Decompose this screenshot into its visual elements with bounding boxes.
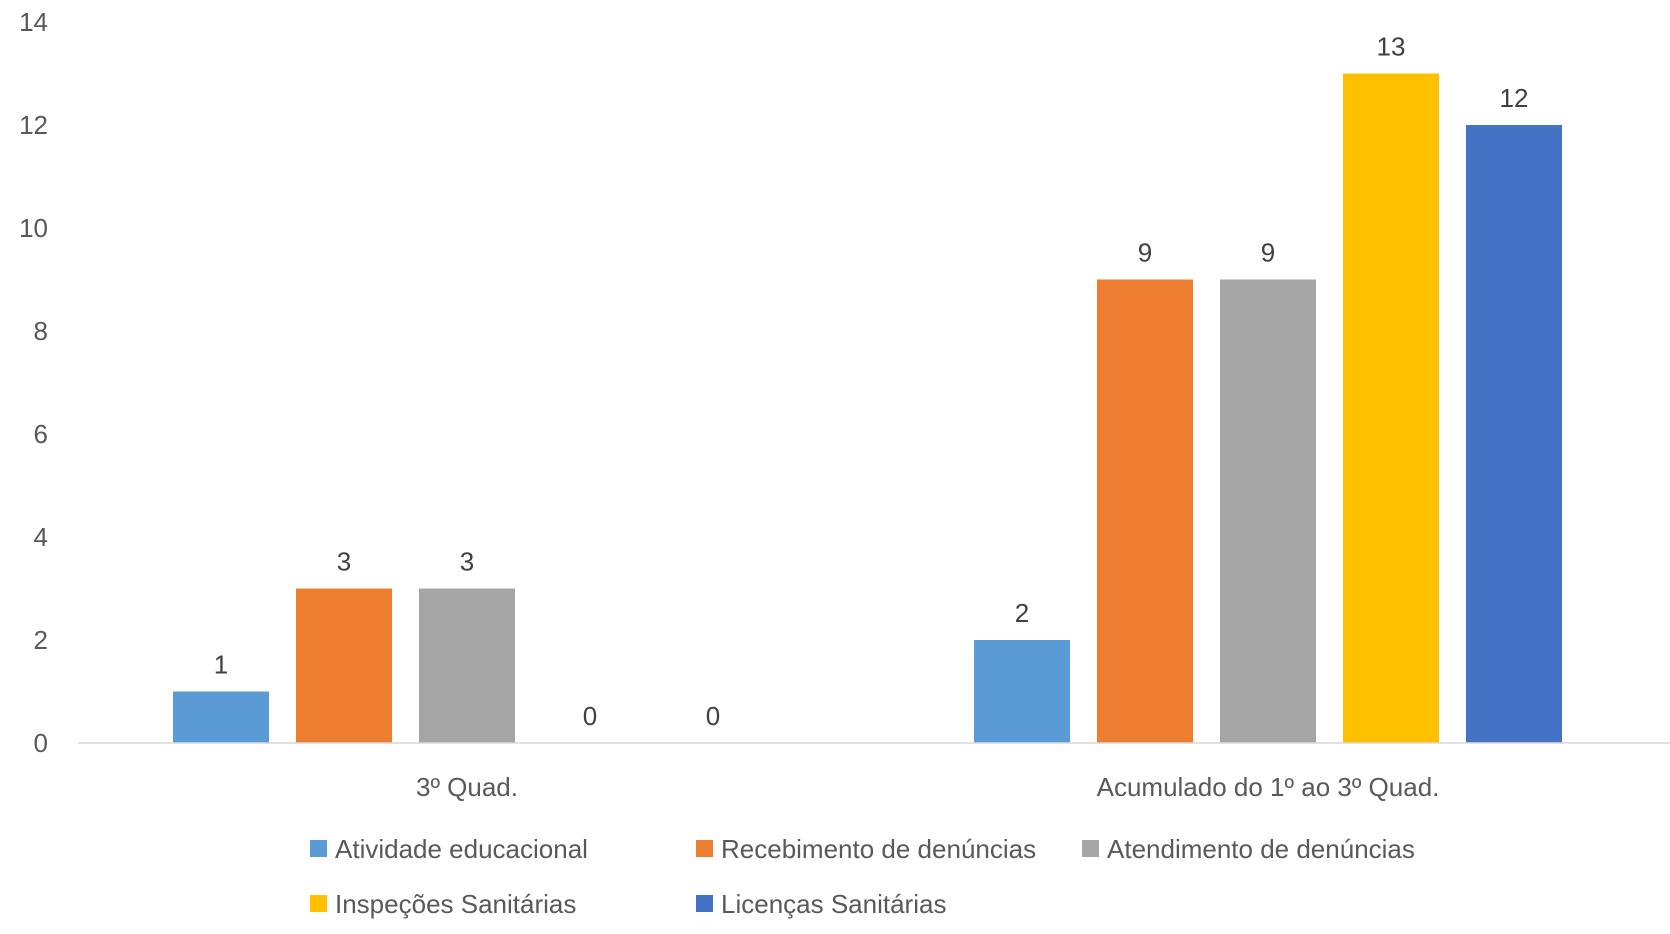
data-label: 12 — [1500, 83, 1529, 113]
legend-label: Licenças Sanitárias — [721, 889, 946, 919]
bar — [1220, 279, 1316, 743]
bar — [296, 588, 392, 743]
data-label: 2 — [1015, 598, 1029, 628]
y-tick-label: 4 — [34, 522, 48, 552]
y-axis: 0 2 4 6 8 10 12 14 — [19, 7, 48, 758]
legend-item: Atendimento de denúncias — [1082, 834, 1415, 864]
legend-item: Atividade educacional — [310, 834, 588, 864]
legend-label: Inspeções Sanitárias — [335, 889, 576, 919]
data-label: 0 — [583, 701, 597, 731]
category-label: 3º Quad. — [416, 772, 518, 802]
legend-swatch — [1082, 840, 1099, 857]
legend-swatch — [696, 840, 713, 857]
data-label: 1 — [214, 650, 228, 680]
bar — [173, 691, 269, 743]
y-tick-label: 12 — [19, 110, 48, 140]
data-label: 3 — [460, 547, 474, 577]
y-tick-label: 0 — [34, 728, 48, 758]
bar — [1343, 73, 1439, 743]
legend-item: Licenças Sanitárias — [696, 889, 946, 919]
y-tick-label: 6 — [34, 419, 48, 449]
legend-swatch — [310, 840, 327, 857]
legend-item: Recebimento de denúncias — [696, 834, 1036, 864]
data-label: 0 — [706, 701, 720, 731]
legend-label: Atividade educacional — [335, 834, 588, 864]
category-label: Acumulado do 1º ao 3º Quad. — [1097, 772, 1440, 802]
legend: Atividade educacional Recebimento de denú… — [310, 834, 1415, 919]
y-tick-label: 10 — [19, 213, 48, 243]
legend-label: Recebimento de denúncias — [721, 834, 1036, 864]
bar — [419, 588, 515, 743]
y-tick-label: 8 — [34, 316, 48, 346]
data-label: 9 — [1138, 238, 1152, 268]
bar — [974, 640, 1070, 743]
data-label: 9 — [1261, 238, 1275, 268]
bars-group — [173, 73, 1562, 743]
y-tick-label: 14 — [19, 7, 48, 37]
legend-label: Atendimento de denúncias — [1107, 834, 1415, 864]
bar — [1097, 279, 1193, 743]
legend-swatch — [310, 895, 327, 912]
x-axis: 3º Quad. Acumulado do 1º ao 3º Quad. — [416, 772, 1439, 802]
y-tick-label: 2 — [34, 625, 48, 655]
data-label: 13 — [1377, 32, 1406, 62]
legend-swatch — [696, 895, 713, 912]
bar — [1466, 125, 1562, 743]
data-label: 3 — [337, 547, 351, 577]
legend-item: Inspeções Sanitárias — [310, 889, 576, 919]
